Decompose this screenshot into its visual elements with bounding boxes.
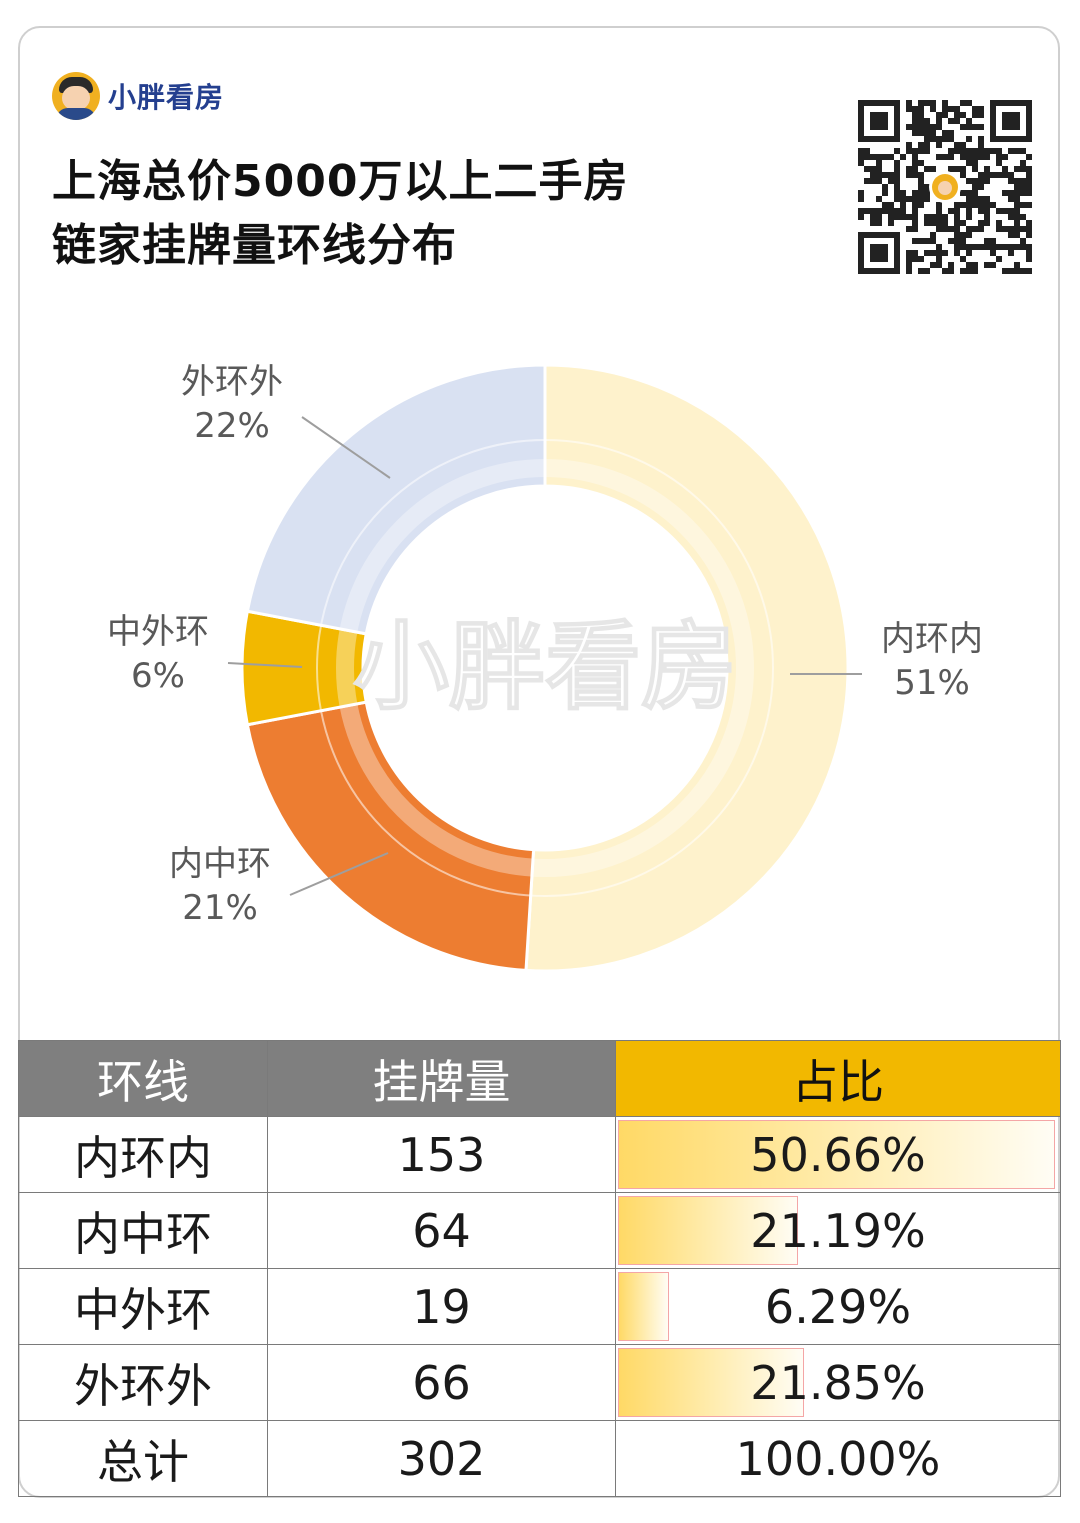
- share-cell: 50.66%: [615, 1116, 1061, 1193]
- avatar: [52, 72, 100, 120]
- share-cell: 6.29%: [615, 1268, 1061, 1345]
- share-bar: [618, 1120, 1055, 1189]
- share-value: 21.85%: [750, 1355, 926, 1410]
- slice-percent-label-3: 22%: [194, 406, 270, 446]
- table-total-row: 总计 302 100.00%: [18, 1420, 1061, 1497]
- ring-cell: 内中环: [18, 1192, 268, 1269]
- slice-category-label-1: 内中环: [169, 844, 271, 884]
- share-value: 21.19%: [750, 1203, 926, 1258]
- count-cell: 66: [267, 1344, 616, 1421]
- table-row: 内中环 64 21.19%: [18, 1192, 1061, 1269]
- header-ring: 环线: [18, 1040, 268, 1117]
- slice-category-label-3: 外环外: [181, 362, 283, 402]
- inner-guide-ring-2: [336, 459, 754, 877]
- title-line-2: 链家挂牌量环线分布: [52, 220, 457, 271]
- share-bar: [618, 1196, 799, 1265]
- table-row: 内环内 153 50.66%: [18, 1116, 1061, 1193]
- data-table: 环线 挂牌量 占比 内环内 153 50.66% 内中环 64 21.19% 中…: [18, 1040, 1061, 1497]
- qr-code-icon: [858, 100, 1032, 274]
- brand: 小胖看房: [52, 70, 224, 122]
- page-title: 上海总价5000万以上二手房 链家挂牌量环线分布: [52, 150, 628, 278]
- title-line-1: 上海总价5000万以上二手房: [52, 156, 629, 207]
- brand-name: 小胖看房: [108, 81, 225, 114]
- slice-percent-label-1: 21%: [182, 888, 258, 928]
- watermark: 小胖看房: [353, 611, 737, 723]
- leader-line-2: [227, 662, 303, 668]
- share-bar: [618, 1272, 669, 1341]
- table-row: 中外环 19 6.29%: [18, 1268, 1061, 1345]
- total-label: 总计: [18, 1420, 268, 1497]
- slice-category-label-0: 内环内: [881, 619, 983, 659]
- share-cell: 21.85%: [615, 1344, 1061, 1421]
- donut-slice-3: [245, 363, 547, 636]
- total-count: 302: [267, 1420, 616, 1497]
- ring-cell: 外环外: [18, 1344, 268, 1421]
- header-count: 挂牌量: [267, 1040, 616, 1117]
- inner-guide-ring: [316, 439, 774, 897]
- slice-category-label-2: 中外环: [107, 612, 209, 652]
- ring-cell: 中外环: [18, 1268, 268, 1345]
- leader-line-1: [289, 852, 389, 896]
- table-row: 外环外 66 21.85%: [18, 1344, 1061, 1421]
- donut-slice-0: [524, 363, 850, 973]
- leader-line-3: [301, 416, 391, 479]
- share-value: 6.29%: [764, 1279, 912, 1334]
- table-header-row: 环线 挂牌量 占比: [18, 1040, 1061, 1117]
- share-value: 50.66%: [750, 1127, 926, 1182]
- total-share: 100.00%: [615, 1420, 1061, 1497]
- slice-percent-label-0: 51%: [894, 663, 970, 703]
- header-share: 占比: [615, 1040, 1061, 1117]
- count-cell: 19: [267, 1268, 616, 1345]
- ring-cell: 内环内: [18, 1116, 268, 1193]
- slice-percent-label-2: 6%: [131, 656, 185, 696]
- count-cell: 64: [267, 1192, 616, 1269]
- share-bar: [618, 1348, 805, 1417]
- share-cell: 21.19%: [615, 1192, 1061, 1269]
- count-cell: 153: [267, 1116, 616, 1193]
